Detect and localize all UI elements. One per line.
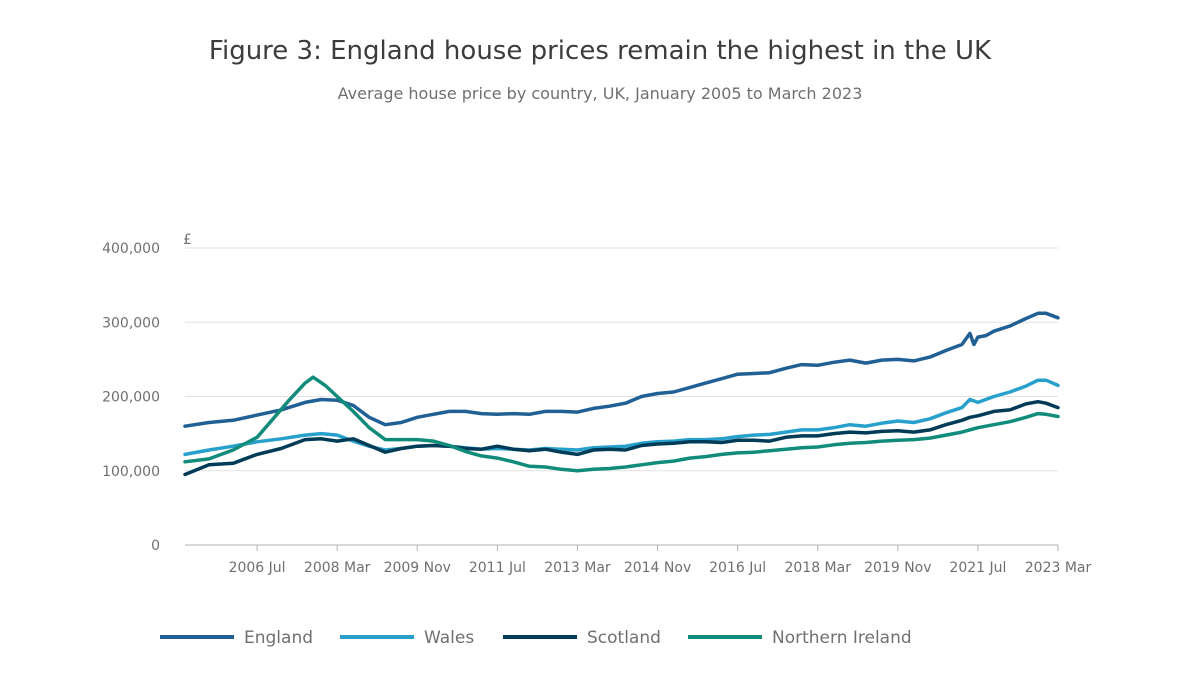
legend-label-northern-ireland: Northern Ireland xyxy=(772,628,912,648)
x-tick-label: 2014 Nov xyxy=(624,560,691,576)
y-tick-label: 100,000 xyxy=(102,464,160,480)
x-tick-label: 2011 Jul xyxy=(469,560,526,576)
chart-subtitle: Average house price by country, UK, Janu… xyxy=(337,84,863,103)
series-line-northern-ireland xyxy=(183,375,1060,473)
y-unit-label: £ xyxy=(183,232,192,248)
legend-label-england: England xyxy=(244,628,313,648)
axes: 0 100,000 200,000 300,000 400,000 £2006 Jul 20… xyxy=(102,232,1091,576)
series-line-wales xyxy=(183,378,1060,457)
x-tick-label: 2023 Mar xyxy=(1025,560,1092,576)
y-tick-label: 300,000 xyxy=(102,315,160,331)
chart-title: Figure 3: England house prices remain th… xyxy=(208,36,992,66)
series-lines xyxy=(183,311,1060,477)
legend-label-wales: Wales xyxy=(424,628,474,648)
x-tick-label: 2018 Mar xyxy=(784,560,851,576)
y-tick-label: 200,000 xyxy=(102,390,160,406)
legend: England Wales Scotland Northern Ireland xyxy=(160,628,912,648)
x-tick-label: 2013 Mar xyxy=(544,560,611,576)
x-tick-label: 2021 Jul xyxy=(949,560,1006,576)
x-tick-label: 2009 Nov xyxy=(384,560,451,576)
x-tick-label: 2008 Mar xyxy=(304,560,371,576)
series-line-england xyxy=(183,311,1060,428)
x-tick-label: 2019 Nov xyxy=(864,560,931,576)
x-tick-label: 2016 Jul xyxy=(709,560,766,576)
y-tick-label: 400,000 xyxy=(102,241,160,257)
x-tick-label: 2006 Jul xyxy=(229,560,286,576)
legend-label-scotland: Scotland xyxy=(587,628,661,648)
gridlines xyxy=(185,247,1058,472)
series-line-scotland xyxy=(183,399,1060,477)
y-tick-label: 0 xyxy=(151,538,160,554)
